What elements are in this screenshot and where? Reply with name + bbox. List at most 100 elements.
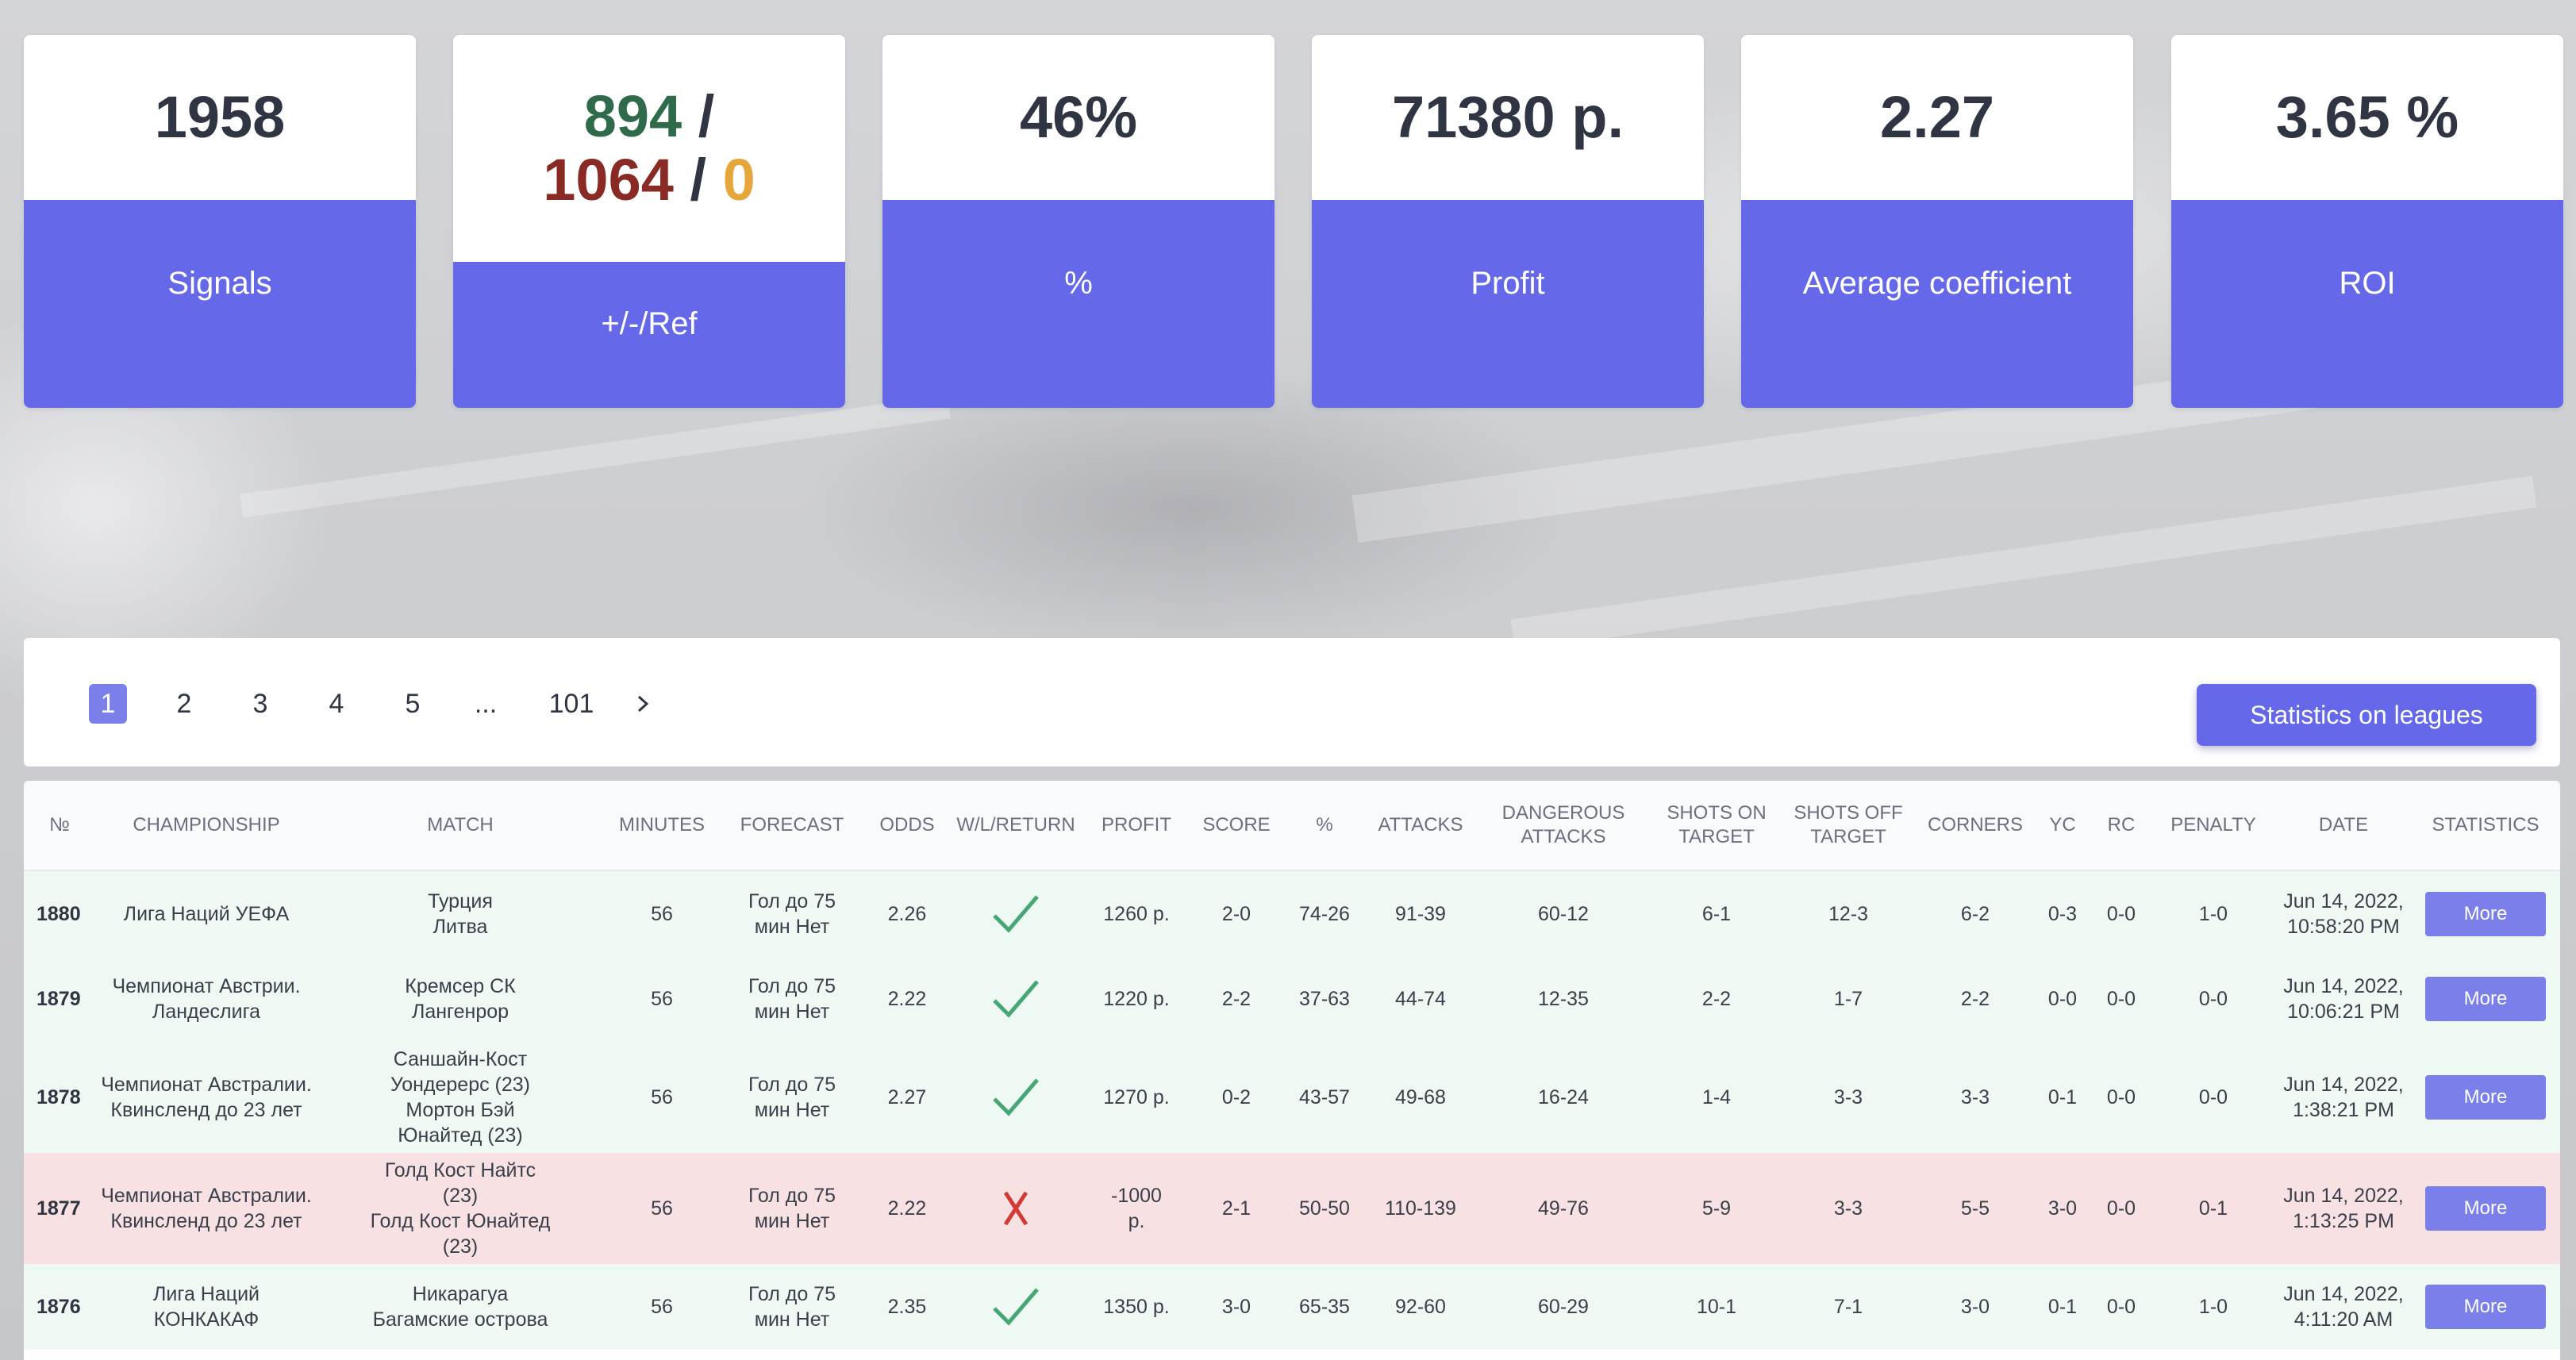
refunds-count: 0 bbox=[722, 147, 755, 213]
more-button[interactable]: More bbox=[2425, 891, 2546, 936]
forecast-cell: Гол до 75 мин Нет bbox=[721, 1153, 863, 1264]
result-cell bbox=[951, 870, 1081, 956]
championship-cell: Лига Наций КОНКАКАФ bbox=[95, 1264, 317, 1350]
shots-on-target-cell: 6-1 bbox=[1654, 870, 1779, 956]
percent-cell: 37-63 bbox=[1281, 956, 1368, 1042]
page-4-button[interactable]: 4 bbox=[329, 688, 344, 719]
more-button[interactable]: More bbox=[2425, 1285, 2546, 1329]
odds-cell: 2.35 bbox=[863, 1264, 951, 1350]
match-cell: Турция Литва bbox=[317, 870, 603, 956]
profit-cell: -1000 р. bbox=[1081, 1153, 1192, 1264]
statistics-cell: More bbox=[2411, 870, 2560, 956]
dangerous-attacks-cell: 12-35 bbox=[1473, 956, 1654, 1042]
score-cell: 2-0 bbox=[1192, 870, 1281, 956]
statistics-cell: More bbox=[2411, 1042, 2560, 1153]
forecast-cell: Гол до 75 мин Нет bbox=[721, 1042, 863, 1153]
more-button[interactable]: More bbox=[2425, 1075, 2546, 1120]
championship-cell: Чемпионат Австралии. Квинсленд до 23 лет bbox=[95, 1042, 317, 1153]
losses-count: 1064 bbox=[543, 147, 674, 213]
signal-number-cell: 1877 bbox=[24, 1153, 95, 1264]
penalty-cell: 1-0 bbox=[2151, 1264, 2276, 1350]
stat-card-win-loss-ref: 894 / 1064 / 0 +/-/Ref bbox=[453, 35, 845, 408]
cross-icon bbox=[1003, 1191, 1028, 1226]
shots-off-target-cell: 3-3 bbox=[1779, 1153, 1917, 1264]
score-cell: 2-2 bbox=[1192, 956, 1281, 1042]
profit-cell: 1220 р. bbox=[1081, 956, 1192, 1042]
chevron-right-icon[interactable] bbox=[624, 684, 662, 724]
match-cell: Никарагуа Багамские острова bbox=[317, 1264, 603, 1350]
table-row: 1880 Лига Наций УЕФА Турция Литва 56 Гол до … bbox=[24, 870, 2560, 956]
corners-cell: 6-2 bbox=[1917, 870, 2033, 956]
percent-cell: 65-35 bbox=[1281, 1264, 1368, 1350]
page-1-button[interactable]: 1 bbox=[89, 684, 127, 724]
match-cell: Кремсер СК Лангенрор bbox=[317, 956, 603, 1042]
signals-table: № CHAMPIONSHIP MATCH MINUTES FORECAST ODDS W/L… bbox=[24, 781, 2560, 1350]
match-cell: Саншайн-Кост Уондерерс (23) Мортон Бэй Ю… bbox=[317, 1042, 603, 1153]
column-header: W/L/RETURN bbox=[951, 781, 1081, 871]
shots-on-target-cell: 2-2 bbox=[1654, 956, 1779, 1042]
minutes-cell: 56 bbox=[603, 1042, 721, 1153]
pagination-panel: 1 2 3 4 5 ... 101 Statistics on leagues bbox=[24, 638, 2560, 766]
yellow-cards-cell: 0-3 bbox=[2033, 870, 2092, 956]
table-row: 1876 Лига Наций КОНКАКАФ Никарагуа Багамск… bbox=[24, 1264, 2560, 1350]
column-header: CORNERS bbox=[1917, 781, 2033, 871]
checkmark-icon bbox=[993, 1078, 1039, 1116]
championship-cell: Чемпионат Австралии. Квинсленд до 23 лет bbox=[95, 1153, 317, 1264]
penalty-cell: 0-1 bbox=[2151, 1153, 2276, 1264]
table-row: 1879 Чемпионат Австрии. Ландеслига Кремсер… bbox=[24, 956, 2560, 1042]
page-3-button[interactable]: 3 bbox=[252, 688, 268, 719]
odds-cell: 2.27 bbox=[863, 1042, 951, 1153]
shots-off-target-cell: 3-3 bbox=[1779, 1042, 1917, 1153]
more-button[interactable]: More bbox=[2425, 977, 2546, 1021]
statistics-on-leagues-button[interactable]: Statistics on leagues bbox=[2197, 684, 2536, 746]
score-cell: 0-2 bbox=[1192, 1042, 1281, 1153]
signals-table-panel: № CHAMPIONSHIP MATCH MINUTES FORECAST ODDS W/L… bbox=[24, 781, 2560, 1360]
checkmark-icon bbox=[993, 980, 1039, 1018]
yellow-cards-cell: 0-0 bbox=[2033, 956, 2092, 1042]
column-header: № bbox=[24, 781, 95, 871]
minutes-cell: 56 bbox=[603, 870, 721, 956]
forecast-cell: Гол до 75 мин Нет bbox=[721, 1264, 863, 1350]
result-cell bbox=[951, 1264, 1081, 1350]
more-button[interactable]: More bbox=[2425, 1186, 2546, 1231]
checkmark-icon bbox=[993, 894, 1039, 933]
column-header: SHOTS ON TARGET bbox=[1654, 781, 1779, 871]
yellow-cards-cell: 3-0 bbox=[2033, 1153, 2092, 1264]
dangerous-attacks-cell: 60-29 bbox=[1473, 1264, 1654, 1350]
stat-label: Profit bbox=[1312, 200, 1704, 408]
minutes-cell: 56 bbox=[603, 1264, 721, 1350]
minutes-cell: 56 bbox=[603, 956, 721, 1042]
odds-cell: 2.22 bbox=[863, 956, 951, 1042]
stat-label: % bbox=[882, 200, 1275, 408]
red-cards-cell: 0-0 bbox=[2092, 1153, 2151, 1264]
shots-off-target-cell: 7-1 bbox=[1779, 1264, 1917, 1350]
date-cell: Jun 14, 2022, 1:13:25 PM bbox=[2276, 1153, 2411, 1264]
page-5-button[interactable]: 5 bbox=[405, 688, 421, 719]
dangerous-attacks-cell: 16-24 bbox=[1473, 1042, 1654, 1153]
page-101-button[interactable]: 101 bbox=[548, 688, 594, 719]
column-header: YC bbox=[2033, 781, 2092, 871]
shots-on-target-cell: 5-9 bbox=[1654, 1153, 1779, 1264]
column-header: FORECAST bbox=[721, 781, 863, 871]
corners-cell: 3-3 bbox=[1917, 1042, 2033, 1153]
column-header: SHOTS OFF TARGET bbox=[1779, 781, 1917, 871]
stat-card-percent: 46% % bbox=[882, 35, 1275, 408]
table-header-row: № CHAMPIONSHIP MATCH MINUTES FORECAST ODDS W/L… bbox=[24, 781, 2560, 871]
match-cell: Голд Кост Найтс (23) Голд Кост Юнайтед (… bbox=[317, 1153, 603, 1264]
stat-label: Signals bbox=[24, 200, 416, 408]
column-header: RC bbox=[2092, 781, 2151, 871]
page-2-button[interactable]: 2 bbox=[176, 688, 192, 719]
shots-on-target-cell: 10-1 bbox=[1654, 1264, 1779, 1350]
column-header: ATTACKS bbox=[1368, 781, 1473, 871]
shots-off-target-cell: 12-3 bbox=[1779, 870, 1917, 956]
corners-cell: 3-0 bbox=[1917, 1264, 2033, 1350]
stat-card-profit: 71380 р. Profit bbox=[1312, 35, 1704, 408]
penalty-cell: 0-0 bbox=[2151, 1042, 2276, 1153]
column-header: % bbox=[1281, 781, 1368, 871]
page-ellipsis: ... bbox=[474, 688, 498, 719]
signal-number-cell: 1879 bbox=[24, 956, 95, 1042]
stat-card-average-coefficient: 2.27 Average coefficient bbox=[1741, 35, 2133, 408]
stat-value: 2.27 bbox=[1879, 84, 1995, 150]
signal-number-cell: 1876 bbox=[24, 1264, 95, 1350]
signal-number-cell: 1878 bbox=[24, 1042, 95, 1153]
